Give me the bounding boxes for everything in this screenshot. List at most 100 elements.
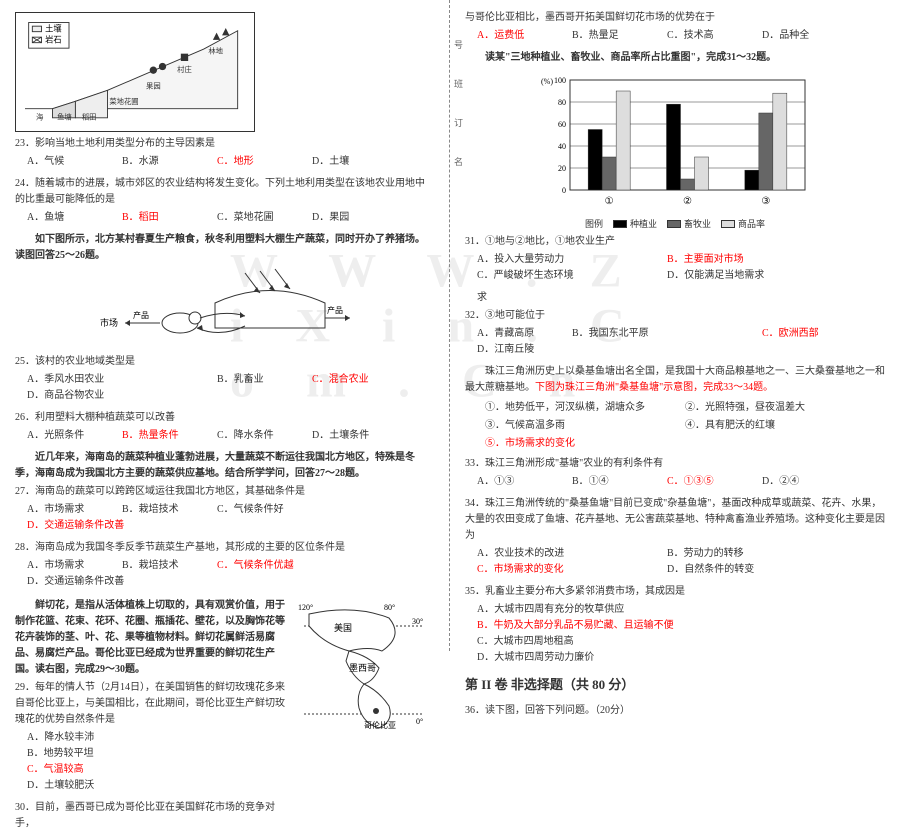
- legend-item: 商品率: [721, 217, 765, 230]
- label-product-l: 产品: [133, 310, 149, 320]
- passage3-wrap: 鲜切花，是指从活体植株上切取的，具有观赏价值，用于制作花篮、花束、花环、花圈、瓶…: [15, 596, 434, 834]
- label-market: 市场: [100, 317, 118, 328]
- condition-list: ①．地势低平，河汊纵横，湖塘众多 ③．气候高温多雨 ⑤．市场需求的变化 ②．光照…: [485, 398, 885, 454]
- legend-label: 图例: [585, 217, 603, 230]
- svg-text:0°: 0°: [416, 717, 423, 726]
- legend-text: 商品率: [738, 217, 765, 230]
- passage-4: 读某"三地种植业、畜牧业、商品率所占比重图"，完成31～32题。: [465, 50, 885, 66]
- svg-text:100: 100: [554, 76, 566, 85]
- cond-4: ④．具有肥沃的红壤: [685, 418, 805, 434]
- legend-item: 种植业: [613, 217, 657, 230]
- legend-swatch: [721, 220, 735, 228]
- opt: C．①③⑤: [667, 474, 762, 490]
- binding-label: 名: [452, 157, 465, 166]
- opt: C．降水条件: [217, 428, 312, 444]
- q32-stem: 32．③地可能位于: [465, 308, 885, 324]
- cond-5: ⑤．市场需求的变化: [485, 436, 685, 452]
- q33-options: A．①③ B．①④ C．①③⑤ D．②④: [477, 474, 885, 490]
- q24-options: A．鱼塘 B．稻田 C．菜地花圃 D．果园: [27, 210, 434, 226]
- opt: D．②④: [762, 474, 857, 490]
- chart-legend: 图例 种植业畜牧业 商品率: [535, 217, 815, 230]
- opt: D．土壤较肥沃: [27, 778, 217, 794]
- opt: B．栽培技术: [122, 558, 217, 574]
- opt-correct: C．欧洲西部: [762, 326, 857, 342]
- opt: D．江南丘陵: [477, 342, 572, 358]
- map-label-colombia: 哥伦比亚: [364, 720, 396, 730]
- svg-text:80: 80: [558, 98, 566, 107]
- opt-correct: C．混合农业: [312, 372, 407, 388]
- legend-rock: 岩石: [45, 35, 62, 45]
- map-label-mexico: 墨西哥: [349, 663, 376, 673]
- q34-stem: 34．珠江三角洲传统的"桑基鱼塘"目前已变成"杂基鱼塘"，基面改种成草或蔬菜、花…: [465, 496, 885, 544]
- opt: D．果园: [312, 210, 407, 226]
- opt-correct: B．主要面对市场: [667, 252, 857, 268]
- opt-correct: C．气候条件优越: [217, 558, 312, 574]
- opt: C．菜地花圃: [217, 210, 312, 226]
- q24-stem: 24．随着城市的进展，城市郊区的农业结构将发生变化。下列土地利用类型在该地农业用…: [15, 176, 434, 208]
- passage-3: 鲜切花，是指从活体植株上切取的，具有观赏价值，用于制作花篮、花束、花环、花圈、瓶…: [15, 598, 288, 678]
- opt-correct: C．市场需求的变化: [477, 562, 667, 578]
- label-paddy: 稻田: [82, 113, 97, 122]
- opt: B．地势较平坦: [27, 746, 217, 762]
- q36-stem: 36．读下图，回答下列问题。（20分）: [465, 703, 885, 719]
- legend-swatch: [613, 220, 627, 228]
- q23-options: A．气候 B．水源 C．地形 D．土壤: [27, 154, 434, 170]
- opt-correct: D．交通运输条件改善: [27, 518, 217, 534]
- q30-cont: 与哥伦比亚相比，墨西哥开拓美国鲜切花市场的优势在于: [465, 10, 885, 26]
- opt-correct: C．气温较高: [27, 762, 217, 778]
- opt: A．青藏高原: [477, 326, 572, 342]
- opt: D．自然条件的转变: [667, 562, 857, 578]
- svg-text:②: ②: [683, 196, 692, 207]
- svg-text:③: ③: [761, 196, 770, 207]
- q27-stem: 27．海南岛的蔬菜可以跨跨区域运往我国北方地区，其基础条件是: [15, 484, 434, 500]
- opt: B．热量足: [572, 28, 667, 44]
- map-americas: 30° 0° 120° 80° 美国 墨西哥 哥伦比亚: [294, 596, 434, 736]
- legend-swatch: [667, 220, 681, 228]
- opt-correct: B．热量条件: [122, 428, 217, 444]
- svg-text:30°: 30°: [412, 617, 423, 626]
- label-orchard: 果园: [146, 82, 161, 91]
- opt-correct: A．运费低: [477, 28, 572, 44]
- q35-stem: 35．乳畜业主要分布大多紧邻消费市场，其成因是: [465, 584, 885, 600]
- label-pond: 鱼塘: [57, 113, 72, 122]
- q28-options: A．市场需求 B．栽培技术 C．气候条件优越 D．交通运输条件改善: [27, 558, 434, 590]
- cond-1: ①．地势低平，河汊纵横，湖塘众多: [485, 400, 685, 416]
- binding-label: 班: [452, 79, 465, 88]
- opt: B．劳动力的转移: [667, 546, 857, 562]
- passage5-p2: 下图为珠江三角洲"桑基鱼塘"示意图，完成33～34题。: [535, 382, 773, 393]
- svg-text:20: 20: [558, 164, 566, 173]
- label-sea: 海: [36, 113, 44, 122]
- binding-margin: 号 班 订 名: [452, 10, 470, 196]
- opt: A．投入大量劳动力: [477, 252, 667, 268]
- opt: A．季风水田农业: [27, 372, 217, 388]
- opt: B．栽培技术: [122, 502, 217, 518]
- opt: B．乳畜业: [217, 372, 312, 388]
- passage-5: 珠江三角洲历史上以桑基鱼塘出名全国，是我国十大商品粮基地之一、三大桑蚕基地之一和…: [465, 364, 885, 396]
- q29-options: A．降水较丰沛 B．地势较平坦 C．气温较高 D．土壤较肥沃: [27, 730, 288, 794]
- svg-text:120°: 120°: [298, 603, 313, 612]
- opt: A．鱼塘: [27, 210, 122, 226]
- binding-label: 号: [452, 40, 465, 49]
- opt-correct: B．稻田: [122, 210, 217, 226]
- section-2-title: 第 II 卷 非选择题（共 80 分）: [465, 674, 885, 693]
- opt-correct: B．牛奶及大部分乳品不易贮藏、且运输不便: [477, 618, 687, 634]
- passage-2: 近几年来，海南岛的蔬菜种植业蓬勃进展，大量蔬菜不断运往我国北方地区，特殊是冬季，…: [15, 450, 434, 482]
- opt: D．交通运输条件改善: [27, 574, 217, 590]
- right-column: 与哥伦比亚相比，墨西哥开拓美国鲜切花市场的优势在于 A．运费低 B．热量足 C．…: [450, 0, 900, 651]
- svg-text:60: 60: [558, 120, 566, 129]
- q29-stem: 29．每年的情人节（2月14日），在美国销售的鲜切玫瑰花多来自哥伦比亚上，与美国…: [15, 680, 288, 728]
- svg-text:40: 40: [558, 142, 566, 151]
- q32-options: A．青藏高原 B．我国东北平原 C．欧洲西部 D．江南丘陵: [477, 326, 885, 358]
- q31-stem: 31．①地与②地比，①地农业生产: [465, 234, 885, 250]
- binding-label: 订: [452, 118, 465, 127]
- opt: B．①④: [572, 474, 667, 490]
- legend-item: 畜牧业: [667, 217, 711, 230]
- q31-opt-d-tail: 求: [477, 290, 885, 306]
- opt: C．技术高: [667, 28, 762, 44]
- label-product-r: 产品: [327, 305, 343, 315]
- label-veg: 菜地花圃: [109, 97, 138, 106]
- opt: A．农业技术的改进: [477, 546, 667, 562]
- passage-1: 如下图所示，北方某村春夏生产粮食，秋冬利用塑料大棚生产蔬菜，同时开办了养猪场。读…: [15, 232, 434, 264]
- cond-3: ③．气候高温多雨: [485, 418, 685, 434]
- q34-options: A．农业技术的改进 B．劳动力的转移 C．市场需求的变化 D．自然条件的转变: [477, 546, 885, 578]
